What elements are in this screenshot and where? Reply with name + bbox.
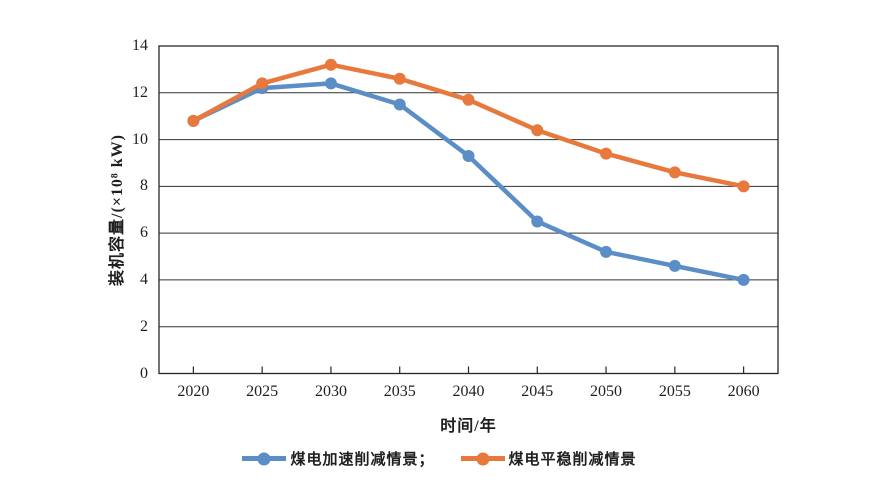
legend-item-accelerated: 煤电加速削减情景； (242, 448, 434, 469)
data-point-marker (256, 77, 269, 90)
y-tick-label: 6 (140, 224, 148, 242)
data-point-marker (462, 93, 475, 106)
y-tick-label: 0 (140, 364, 148, 382)
y-tick-label: 14 (132, 37, 148, 54)
data-point-marker (393, 98, 406, 111)
legend-line-marker-blue (242, 452, 287, 465)
y-tick-label: 12 (132, 83, 148, 101)
legend-item-steady: 煤电平稳削减情景 (460, 448, 637, 469)
x-tick-label: 2045 (521, 383, 554, 400)
y-tick-label: 8 (140, 177, 148, 195)
data-point-marker (324, 58, 337, 71)
x-tick-label: 2055 (658, 383, 691, 400)
x-tick-label: 2025 (246, 383, 279, 400)
data-point-marker (393, 72, 406, 85)
data-point-marker (737, 273, 750, 286)
x-axis-title: 时间/年 (440, 418, 497, 435)
x-tick-label: 2030 (314, 383, 347, 400)
x-tick-label: 2020 (177, 383, 210, 400)
series-line (191, 81, 746, 283)
data-point-marker (187, 114, 200, 127)
y-tick-label: 2 (140, 317, 148, 335)
x-tick-label: 2050 (590, 383, 623, 400)
data-point-marker (600, 245, 613, 258)
x-tick-label: 2040 (452, 383, 485, 400)
legend-line-marker-orange (460, 452, 505, 465)
chart-legend: 煤电加速削减情景； 煤电平稳削减情景 (0, 448, 879, 469)
y-axis-title: 装机容量/(×10⁸ kW) (109, 134, 126, 286)
legend-label: 煤电加速削减情景； (290, 452, 435, 468)
y-tick-label: 4 (140, 270, 148, 288)
legend-label: 煤电平稳削减情景 (508, 452, 637, 468)
data-point-marker (668, 166, 681, 179)
data-point-marker (531, 124, 544, 137)
data-point-marker (600, 147, 613, 160)
data-point-marker (531, 215, 544, 228)
y-tick-label: 10 (132, 130, 148, 148)
series-line (191, 62, 746, 189)
data-point-marker (324, 77, 337, 90)
x-tick-label: 2035 (383, 383, 416, 400)
data-point-marker (668, 259, 681, 272)
data-point-marker (462, 149, 475, 162)
data-point-marker (737, 180, 750, 193)
x-tick-label: 2060 (727, 383, 760, 400)
